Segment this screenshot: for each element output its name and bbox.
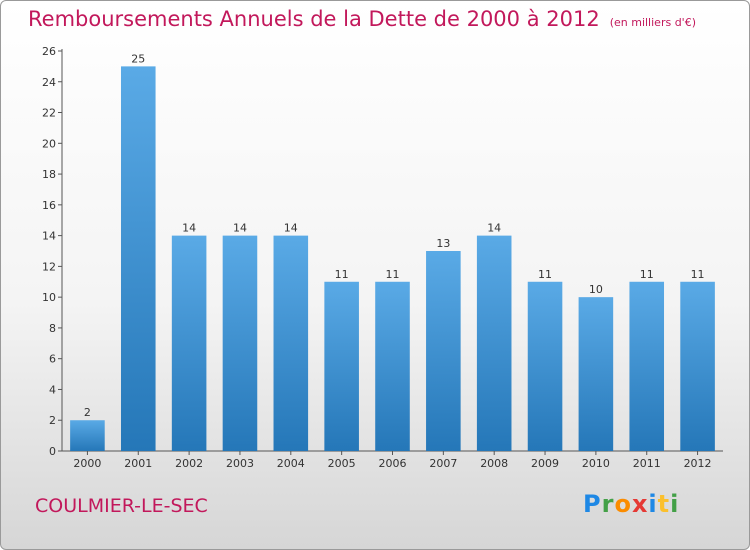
bar: [426, 251, 461, 451]
x-tick-label: 2004: [277, 457, 305, 470]
chart-title-text: Remboursements Annuels de la Dette de 20…: [28, 7, 600, 31]
bar: [680, 281, 715, 451]
x-tick-label: 2007: [429, 457, 457, 470]
data-label: 11: [386, 268, 400, 281]
bar: [222, 235, 258, 451]
x-tick-label: 2003: [226, 457, 254, 470]
y-tick-label: 22: [42, 107, 56, 120]
y-tick-label: 0: [49, 445, 56, 458]
bar: [70, 420, 105, 451]
bar: [171, 235, 207, 451]
x-tick-label: 2005: [328, 457, 356, 470]
bar: [324, 281, 359, 451]
data-label: 11: [640, 268, 654, 281]
data-label: 11: [691, 268, 705, 281]
logo-letter: P: [583, 490, 602, 518]
y-tick-label: 16: [42, 199, 56, 212]
bar: [375, 281, 410, 451]
data-labels: 2 25 14 14 14 11 11 13 14 11 10 11 11: [84, 52, 705, 419]
data-label: 11: [335, 268, 349, 281]
x-tick-label: 2000: [73, 457, 101, 470]
logo-letter: i: [670, 490, 680, 518]
bar: [629, 281, 665, 451]
logo-letter: t: [657, 490, 671, 518]
town-name: COULMIER-LE-SEC: [35, 495, 208, 517]
x-tick-label: 2002: [175, 457, 203, 470]
data-label: 14: [233, 222, 247, 235]
x-tick-label: 2011: [633, 457, 661, 470]
logo-letter: o: [614, 490, 632, 518]
unit-label: (en milliers d'€): [609, 16, 696, 29]
x-tick-label: 2001: [124, 457, 152, 470]
y-tick-label: 4: [49, 383, 56, 396]
data-label: 14: [284, 222, 298, 235]
logo-letter: x: [631, 490, 649, 518]
data-label: 14: [182, 222, 196, 235]
bars: [70, 66, 715, 451]
logo-letter: i: [648, 490, 658, 518]
bar: [578, 297, 614, 451]
y-tick-label: 14: [42, 230, 56, 243]
x-tick-label: 2008: [480, 457, 508, 470]
y-tick-label: 10: [42, 291, 56, 304]
data-label: 11: [538, 268, 552, 281]
x-tick-label: 2012: [684, 457, 712, 470]
y-tick-label: 18: [42, 168, 56, 181]
y-tick-label: 24: [42, 76, 56, 89]
data-label: 13: [436, 237, 450, 250]
bar: [527, 281, 563, 451]
proxiti-logo: Proxiti: [583, 490, 679, 518]
y-tick-label: 6: [49, 353, 56, 366]
y-tick-label: 8: [49, 322, 56, 335]
logo-letter: r: [601, 490, 615, 518]
data-label: 14: [487, 222, 501, 235]
data-label: 2: [84, 406, 91, 419]
x-tick-label: 2009: [531, 457, 559, 470]
y-tick-label: 26: [42, 45, 56, 58]
y-tick-label: 20: [42, 137, 56, 150]
y-tick-label: 2: [49, 414, 56, 427]
chart-title: Remboursements Annuels de la Dette de 20…: [28, 7, 696, 31]
data-label: 10: [589, 283, 603, 296]
x-tick-label: 2006: [379, 457, 407, 470]
x-tick-label: 2010: [582, 457, 610, 470]
bar: [476, 235, 512, 451]
bar: [120, 66, 156, 451]
y-tick-label: 12: [42, 260, 56, 273]
bar: [273, 235, 309, 451]
data-label: 25: [131, 52, 145, 65]
